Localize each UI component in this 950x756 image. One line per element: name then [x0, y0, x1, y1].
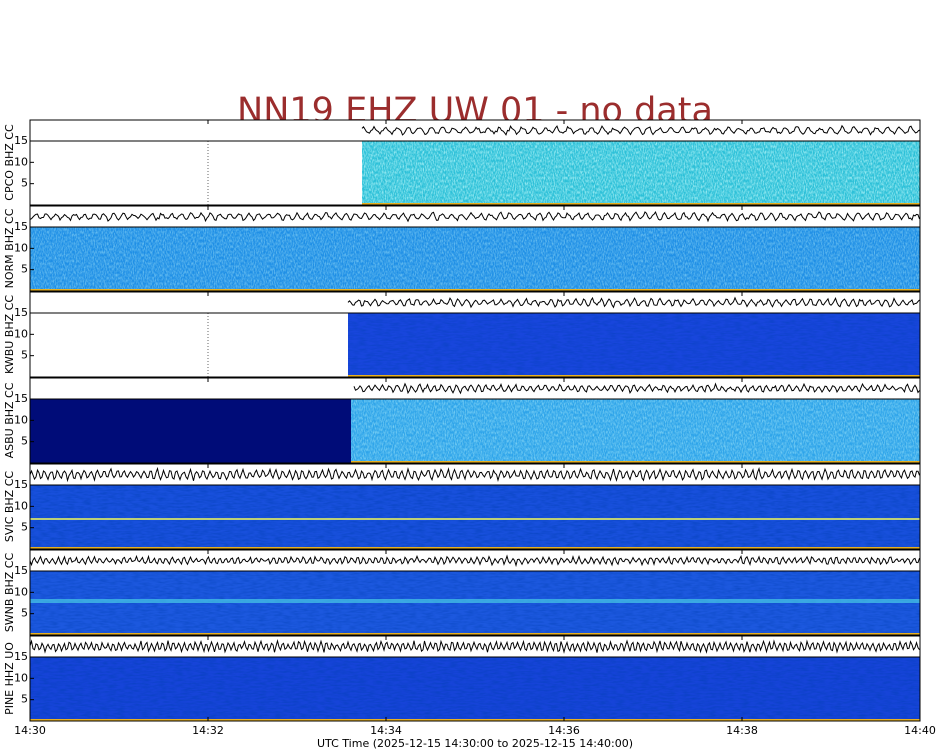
- spectrogram-frame: [29, 398, 921, 464]
- x-tick-label: 14:30: [14, 724, 46, 737]
- spectral-band: [30, 599, 920, 603]
- low-frequency-band: [30, 547, 920, 549]
- waveform-frame: [29, 291, 921, 314]
- panel-label: SVIC BHZ CC: [3, 471, 16, 542]
- spectrogram-frame: [29, 570, 921, 636]
- spectrogram-frame: [29, 312, 921, 378]
- y-tick-label: 15: [14, 564, 28, 577]
- waveform-frame: [29, 463, 921, 486]
- y-tick-label: 5: [21, 349, 28, 362]
- panel-label: KWBU BHZ CC: [3, 295, 16, 374]
- spectrogram-texture: [348, 313, 920, 377]
- x-axis-label: UTC Time (2025-12-15 14:30:00 to 2025-12…: [317, 737, 633, 750]
- x-tick-label: 14:34: [370, 724, 402, 737]
- x-tick-label: 14:38: [726, 724, 758, 737]
- y-tick-label: 5: [21, 263, 28, 276]
- low-frequency-band: [30, 719, 920, 721]
- y-tick-label: 10: [14, 499, 28, 512]
- waveform: [29, 211, 920, 223]
- spectrogram-frame: [29, 656, 921, 722]
- waveform-frame: [29, 549, 921, 572]
- panel-label: NORM BHZ CC: [3, 208, 16, 288]
- spectrogram-texture: [351, 399, 920, 463]
- panel-label: CPCO BHZ CC: [3, 124, 16, 201]
- low-frequency-band: [362, 203, 920, 205]
- y-tick-label: 10: [14, 155, 28, 168]
- y-tick-label: 10: [14, 327, 28, 340]
- waveform: [29, 638, 920, 654]
- waveform: [29, 554, 920, 568]
- spectrogram-frame: [29, 226, 921, 292]
- spectrogram-texture: [30, 485, 920, 549]
- y-tick-label: 5: [21, 435, 28, 448]
- panel-label: PINE HHZ UO: [3, 642, 16, 715]
- y-tick-label: 5: [21, 607, 28, 620]
- y-tick-label: 15: [14, 650, 28, 663]
- y-tick-label: 5: [21, 521, 28, 534]
- x-tick-label: 14:32: [192, 724, 224, 737]
- spectrogram-texture: [362, 141, 920, 205]
- spectrogram-texture: [30, 227, 920, 291]
- waveform: [29, 466, 920, 483]
- y-tick-label: 15: [14, 478, 28, 491]
- low-frequency-band: [351, 461, 920, 463]
- y-tick-label: 10: [14, 671, 28, 684]
- panel-label: ASBU BHZ CC: [3, 382, 16, 458]
- y-tick-label: 15: [14, 392, 28, 405]
- y-tick-label: 10: [14, 585, 28, 598]
- low-frequency-band: [30, 289, 920, 291]
- low-frequency-band: [30, 633, 920, 635]
- low-frequency-band: [348, 375, 920, 377]
- y-tick-label: 15: [14, 306, 28, 319]
- panel-label: SWNB BHZ CC: [3, 553, 16, 633]
- spectral-band: [30, 518, 920, 520]
- x-tick-label: 14:40: [904, 724, 936, 737]
- y-tick-label: 15: [14, 220, 28, 233]
- y-tick-label: 5: [21, 177, 28, 190]
- waveform-frame: [29, 205, 921, 228]
- x-tick-label: 14:36: [548, 724, 580, 737]
- waveform: [353, 382, 920, 395]
- y-tick-label: 10: [14, 241, 28, 254]
- y-tick-label: 15: [14, 134, 28, 147]
- y-tick-label: 10: [14, 413, 28, 426]
- waveform: [361, 124, 921, 136]
- spectrogram-frame: [29, 140, 921, 206]
- spectrogram-frame: [29, 484, 921, 550]
- waveform-frame: [29, 119, 921, 142]
- y-tick-label: 5: [21, 693, 28, 706]
- waveform: [347, 296, 920, 309]
- spectrogram-texture: [30, 657, 920, 721]
